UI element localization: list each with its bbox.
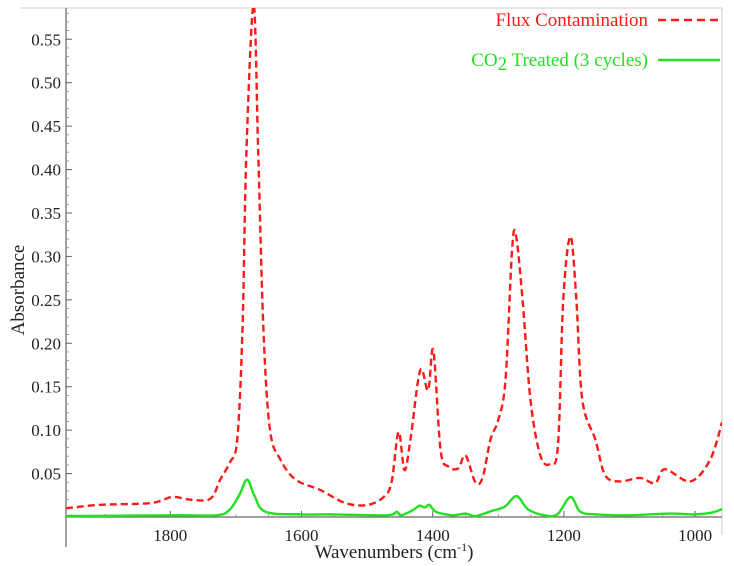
legend-label-co2: CO2 Treated (3 cycles) [471,50,648,75]
x-tick-label: 1600 [285,526,319,545]
legend-label-flux: Flux Contamination [495,10,648,31]
legend: Flux Contamination CO2 Treated (3 cycles… [471,10,720,75]
y-tick-label: 0.35 [31,204,61,223]
y-tick-label: 0.10 [31,421,61,440]
y-tick-label: 0.25 [31,291,61,310]
y-tick-label: 0.15 [31,378,61,397]
y-tick-label: 0.45 [31,117,61,136]
x-tick-label: 1000 [678,526,712,545]
y-tick-label: 0.20 [31,334,61,353]
y-tick-label: 0.55 [31,30,61,49]
y-tick-label: 0.40 [31,161,61,180]
x-tick-label: 1800 [153,526,187,545]
x-axis-label: Wavenumbers (cm-1) [315,540,474,563]
y-tick-label: 0.05 [31,465,61,484]
y-tick-label: 0.50 [31,74,61,93]
series-line-flux-contamination [66,8,722,510]
y-axis-label: Absorbance [8,245,29,336]
x-tick-label: 1200 [547,526,581,545]
y-tick-label: 0.30 [31,247,61,266]
series-line-co2-treated [66,478,722,518]
x-tick-label: 1400 [416,526,450,545]
